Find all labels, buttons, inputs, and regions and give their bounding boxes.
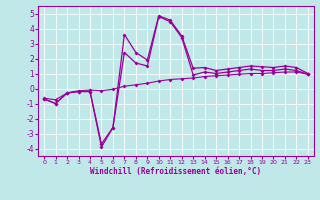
X-axis label: Windchill (Refroidissement éolien,°C): Windchill (Refroidissement éolien,°C): [91, 167, 261, 176]
